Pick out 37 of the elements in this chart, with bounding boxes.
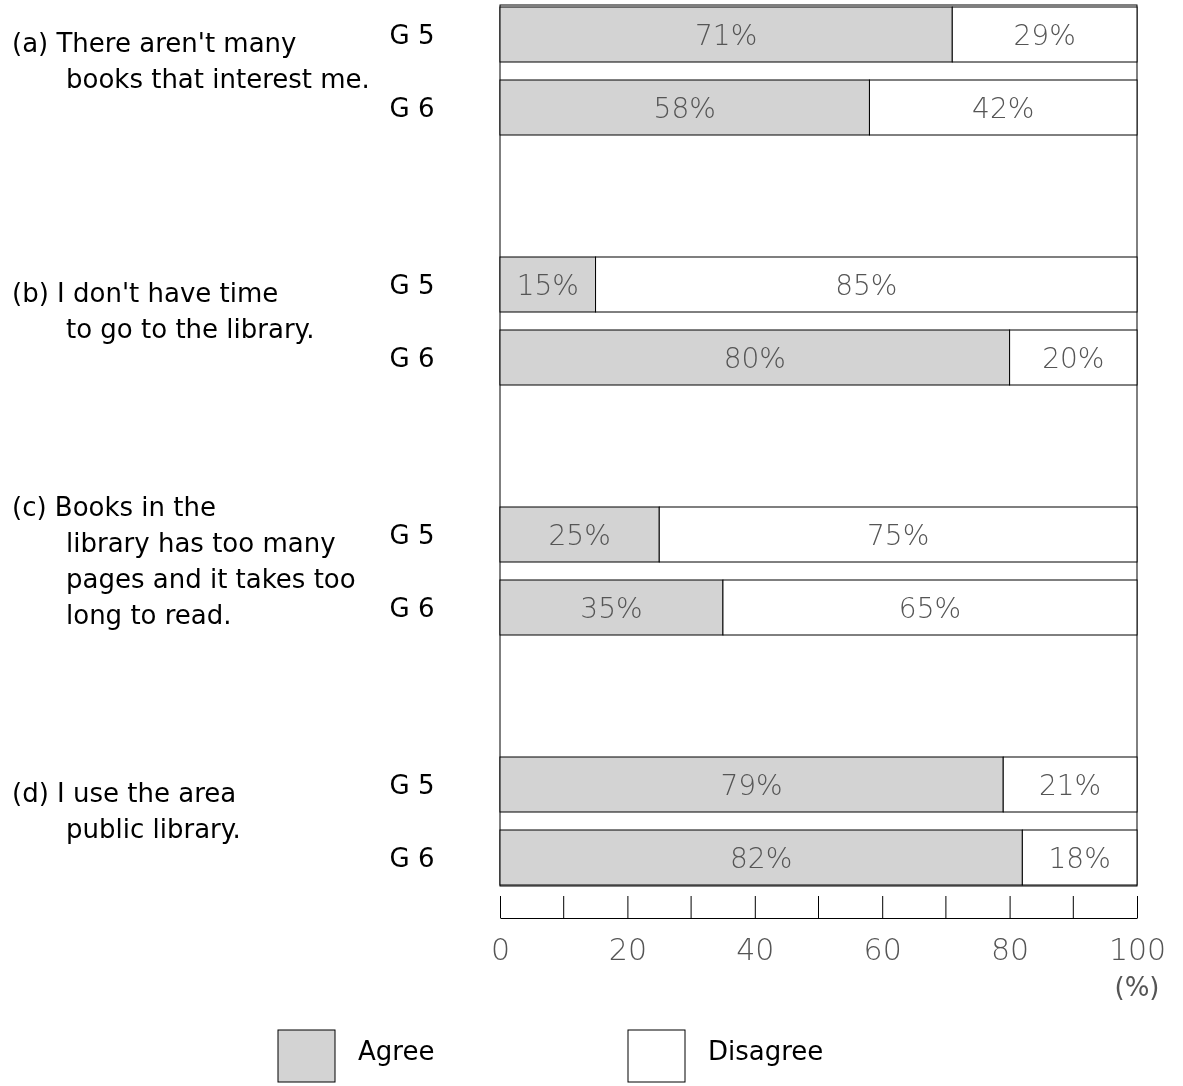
text: (c) Books in the library has too many pages and it takes too long to read. [12, 492, 356, 630]
legend-label: Agree [358, 1036, 435, 1066]
data-label: 35% [580, 591, 643, 625]
text: (b) I don't have time to go to the library. [12, 278, 315, 344]
data-label: 15% [516, 268, 579, 302]
y-tick-label: G 5 [389, 519, 435, 550]
y-tick-label: G 5 [389, 19, 435, 50]
y-tick-label: G 6 [389, 92, 435, 123]
data-label: 65% [898, 591, 962, 625]
x-tick-label: 80 [991, 932, 1030, 967]
data-label: 18% [1048, 841, 1111, 875]
y-tick-label: G 5 [389, 769, 435, 800]
data-label: 80% [723, 341, 786, 375]
data-label: 71% [695, 18, 758, 52]
text: (a) There aren't many books that interest me. [12, 28, 370, 94]
data-label: 75% [867, 518, 930, 552]
x-tick-label: 100 [1108, 932, 1167, 967]
data-label: 82% [730, 841, 793, 875]
x-tick-label: 20 [608, 932, 647, 967]
data-label: 20% [1042, 341, 1105, 375]
x-tick-label: 0 [490, 932, 511, 967]
data-label: 79% [720, 768, 783, 802]
data-label: 29% [1013, 18, 1076, 52]
data-label: 25% [548, 518, 611, 552]
x-tick-label: 60 [863, 932, 902, 967]
data-label: 85% [835, 268, 898, 302]
x-axis-title: (%) [1114, 972, 1160, 1002]
data-label: 58% [653, 91, 716, 125]
y-tick-label: G 6 [389, 592, 435, 623]
data-label: 21% [1039, 768, 1102, 802]
y-tick-label: G 6 [389, 342, 435, 373]
y-tick-label: G 5 [389, 269, 435, 300]
data-label: 42% [972, 91, 1035, 125]
y-tick-label: G 6 [389, 842, 435, 873]
legend-label: Disagree [708, 1036, 824, 1066]
text: (d) I use the area public library. [12, 778, 241, 844]
x-tick-label: 40 [736, 932, 775, 967]
